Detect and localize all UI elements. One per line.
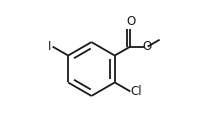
Text: O: O [126,15,136,28]
Text: O: O [142,40,151,53]
Text: I: I [48,40,51,53]
Text: Cl: Cl [131,85,143,98]
